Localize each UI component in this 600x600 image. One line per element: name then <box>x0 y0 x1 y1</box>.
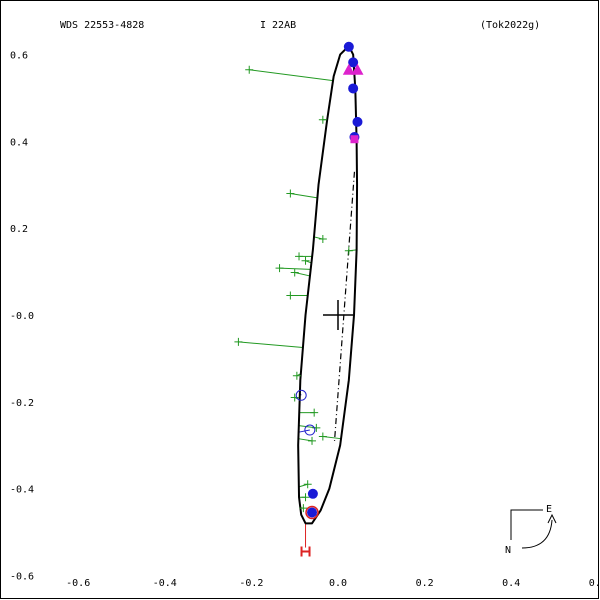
y-tick-label: 0.6 <box>10 51 28 62</box>
x-tick-label: 0.0 <box>329 578 347 589</box>
triangle-observation <box>342 63 355 75</box>
orbit-reference: (Tok2022g) <box>480 20 540 31</box>
visual-observation-plus <box>299 504 308 513</box>
speckle-observation-dot <box>352 116 363 127</box>
visual-observation-plus <box>318 235 327 244</box>
y-tick-label: -0.4 <box>10 485 34 496</box>
visual-observation-plus <box>308 436 317 445</box>
visual-observation-plus <box>295 252 304 261</box>
x-tick-label: 0.2 <box>416 578 434 589</box>
visual-observation-plus <box>310 408 319 417</box>
visual-observation-plus <box>275 264 284 273</box>
visual-observation-plus <box>245 65 254 74</box>
discoverer-designation: I 22AB <box>260 20 296 31</box>
highlighted-observation-ring <box>305 505 319 520</box>
circle-residual-line <box>298 429 310 433</box>
visual-observation-plus <box>318 115 327 124</box>
line-of-nodes <box>333 171 356 441</box>
visual-observation-plus <box>290 268 299 277</box>
visual-residual-line <box>290 192 318 199</box>
triangle-observation <box>351 63 364 75</box>
compass-arrowhead <box>547 513 557 524</box>
visual-observation-plus <box>303 480 312 489</box>
compass-arrow <box>521 519 553 549</box>
visual-observation-plus <box>312 423 321 432</box>
speckle-observation-dot <box>307 488 318 499</box>
compass-axes <box>510 509 543 540</box>
visual-residual-lines <box>238 69 357 548</box>
visual-observation-plus <box>301 493 310 502</box>
open-circle-observation <box>304 424 316 436</box>
y-tick-label: -0.0 <box>10 311 34 322</box>
compass: E N <box>505 504 557 556</box>
visual-observation-plus <box>286 189 295 198</box>
wds-designation: WDS 22553-4828 <box>60 20 144 31</box>
x-tick-label: 0.6 <box>589 578 600 589</box>
axis-ticks: -0.6 -0.4 -0.2 0.0 0.2 0.4 0.6 0.6 0.4 0.2 -0.0 -0.… <box>10 51 600 589</box>
visual-observation-plus <box>301 256 310 265</box>
visual-observation-plus <box>286 291 295 300</box>
visual-observation-plus <box>344 246 353 255</box>
y-tick-label: 0.2 <box>10 224 28 235</box>
speckle-observation-dot <box>348 83 359 94</box>
orbit-ellipse <box>297 45 359 525</box>
visual-observation-plus <box>290 393 299 402</box>
x-tick-label: -0.6 <box>66 578 90 589</box>
visual-observation-plus <box>318 432 327 441</box>
y-tick-label: -0.6 <box>10 571 34 582</box>
orbit-layer <box>297 45 359 525</box>
speckle-observation-dot <box>348 57 359 68</box>
visual-observation-plus <box>292 371 301 380</box>
speckle-observation-dot <box>307 507 318 518</box>
y-tick-label: 0.4 <box>10 137 28 148</box>
square-observation <box>350 135 359 144</box>
speckle-observation-dot <box>343 41 354 52</box>
compass-east-label: E <box>546 504 552 515</box>
visual-residual-line <box>249 69 334 82</box>
x-tick-label: -0.4 <box>153 578 177 589</box>
open-circle-observation <box>295 389 307 401</box>
visual-residual-line <box>238 341 303 349</box>
compass-north-label: N <box>505 545 511 556</box>
x-tick-label: 0.4 <box>502 578 520 589</box>
hipparcos-h-marker <box>300 546 311 557</box>
visual-observation-plus <box>234 337 243 346</box>
x-tick-label: -0.2 <box>239 578 263 589</box>
y-tick-label: -0.2 <box>10 398 34 409</box>
visual-residual-line <box>294 271 311 277</box>
observation-points <box>234 41 364 557</box>
